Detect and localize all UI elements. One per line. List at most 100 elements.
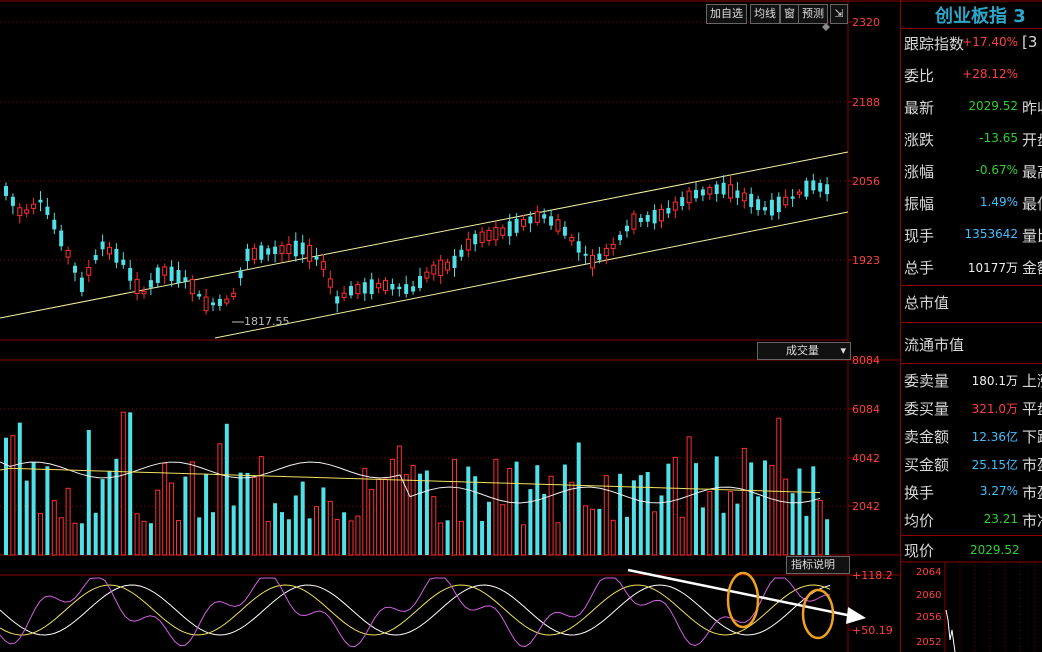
volume-bar-down [79, 523, 84, 555]
quote-label: 涨跌 [904, 131, 935, 149]
candle-down [73, 265, 77, 273]
forecast-button[interactable]: 预测 [798, 4, 828, 24]
expand-icon[interactable]: ⇲ [830, 4, 848, 24]
volume-bar-up [162, 462, 168, 556]
candle-up [603, 247, 609, 257]
window-button[interactable]: 窗 [780, 4, 799, 24]
trend-arrow-head [846, 607, 866, 624]
order-row: 委卖量 180.1万上涨 [902, 370, 1042, 392]
candle-down [197, 293, 202, 297]
volume-bar-down [804, 515, 809, 555]
candle-up [500, 227, 506, 236]
candle-down [335, 296, 340, 304]
volume-bar-up [217, 443, 223, 556]
volume-bar-up [141, 520, 147, 556]
candle-down [549, 216, 554, 226]
ma-lines-button[interactable]: 均线 [750, 4, 780, 24]
candle-up [590, 254, 595, 269]
candle-up [231, 292, 237, 298]
volume-bar-down [790, 493, 795, 555]
quote-row: 总手 10177万金额 [902, 257, 1042, 279]
volume-bar-down [93, 512, 98, 555]
candle-down [259, 245, 264, 260]
volume-bar-down [86, 429, 91, 555]
volume-label: 成交量 [786, 344, 819, 357]
volume-bar-up [672, 456, 678, 556]
candle-up [134, 278, 140, 294]
candle-up [341, 292, 347, 298]
candle-down [211, 302, 215, 306]
candle-down [769, 199, 774, 216]
volume-bar-down [24, 480, 29, 555]
candle-up [424, 271, 430, 279]
volume-bar-down [107, 470, 112, 555]
candle-down [169, 266, 174, 281]
order-row: 卖金额 12.36亿下跌 [902, 426, 1042, 448]
candle-down [625, 225, 629, 232]
candle-down [735, 190, 740, 198]
candle-down [749, 193, 754, 208]
price-tick-label: 2188 [852, 96, 880, 109]
order-value: 12.36亿 [971, 430, 1018, 444]
float-cap-label: 流通市值 [904, 336, 965, 354]
volume-bar-down [4, 437, 8, 555]
indicator-help-label: 指标说明 [791, 558, 835, 571]
order-trail: 下跌 [1022, 428, 1042, 446]
add-watchlist-button[interactable]: 加自选 [706, 4, 747, 24]
mini-price-line [945, 609, 956, 652]
candle-up [107, 246, 112, 255]
order-trail: 平盘 [1022, 400, 1042, 418]
quote-trail: 量比 [1022, 227, 1042, 245]
volume-bar-down [631, 480, 636, 555]
order-row: 均价 23.21 市净 [902, 510, 1042, 532]
candle-down [528, 216, 533, 224]
candle-down [176, 270, 181, 284]
volume-bar-up [603, 475, 609, 556]
volume-bar-up [72, 522, 78, 556]
candle-up [279, 245, 285, 255]
order-label: 委卖量 [904, 372, 950, 390]
diamond-icon [822, 23, 830, 31]
highlight-ellipse [726, 571, 760, 629]
order-label: 均价 [904, 512, 935, 530]
order-value: 180.1万 [971, 374, 1018, 388]
volume-bar-down [148, 523, 153, 555]
current-price-value: 2029.52 [970, 543, 1020, 557]
volume-bar-down [618, 473, 623, 555]
quote-row: 涨幅 -0.67% 最高 [902, 161, 1042, 183]
candle-down [114, 248, 119, 263]
volume-tick-label: 4042 [852, 452, 880, 465]
volume-bar-up [452, 458, 457, 556]
quote-panel [900, 0, 1042, 652]
volume-bar-down [45, 466, 50, 555]
order-label: 换手 [904, 484, 935, 502]
volume-bar-up [51, 500, 57, 556]
mini-tick-label: 2060 [916, 590, 941, 601]
volume-tick-label: 8084 [852, 354, 880, 367]
quote-row: 委比 +28.12% [902, 65, 1042, 87]
candle-up [383, 280, 388, 292]
candle-up [376, 282, 382, 289]
quote-row: 涨跌 -13.65 开盘 [902, 129, 1042, 151]
volume-bar-up [251, 476, 257, 556]
candle-down [38, 199, 43, 203]
candle-up [610, 243, 616, 249]
indicator-help-button[interactable]: 指标说明 [786, 556, 850, 574]
candle-down [369, 279, 374, 295]
candle-up [31, 203, 37, 209]
quote-label: 跟踪指数 [904, 35, 965, 53]
candle-down [362, 282, 367, 294]
volume-indicator-select[interactable]: 成交量 ▾ [757, 342, 851, 360]
candle-down [266, 248, 271, 255]
candle-up [797, 191, 802, 195]
volume-bar-down [307, 518, 312, 555]
volume-bar-up [369, 488, 375, 556]
candle-down [4, 186, 8, 196]
candle-up [141, 290, 147, 295]
candle-up [203, 296, 209, 312]
volume-bar-down [694, 463, 698, 555]
volume-bar-down [211, 512, 215, 555]
volume-bar-up [65, 487, 71, 556]
order-label: 委买量 [904, 400, 950, 418]
